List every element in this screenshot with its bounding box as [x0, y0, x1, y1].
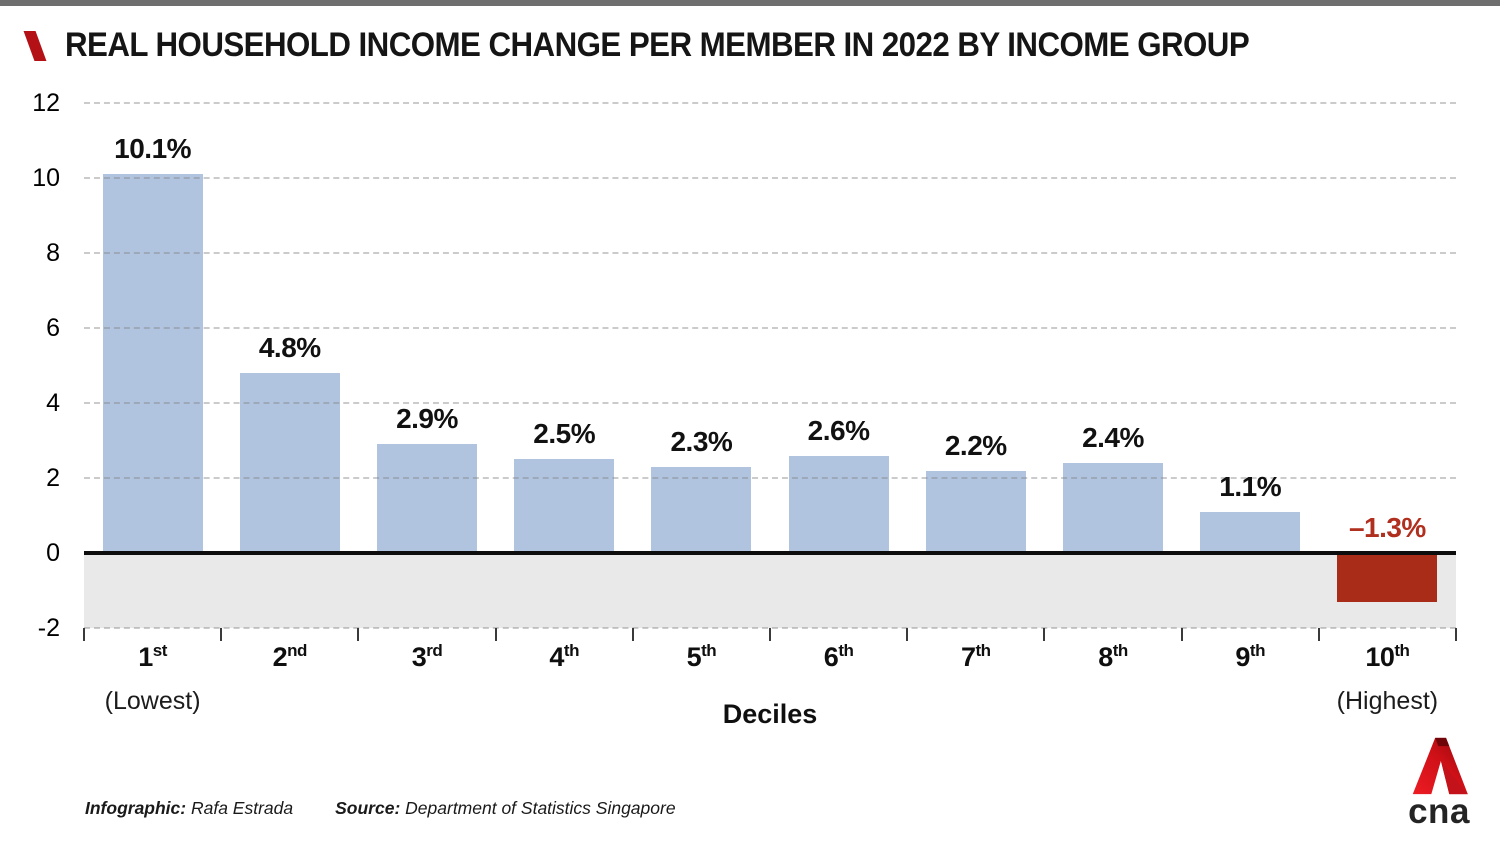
x-axis-tick — [1043, 628, 1046, 641]
credits-footer: Infographic: Rafa Estrada Source: Departm… — [85, 798, 676, 819]
source-credit-label: Source: — [335, 798, 401, 818]
infographic-credit: Infographic: Rafa Estrada — [85, 798, 293, 818]
x-axis-tick — [906, 628, 909, 641]
bar-value-label: 2.5% — [533, 418, 596, 450]
x-axis-tick — [769, 628, 771, 641]
bar-8th — [1063, 463, 1163, 553]
bar-value-label: 2.3% — [670, 425, 733, 457]
gridline-6 — [84, 327, 1456, 329]
x-axis-tick — [631, 628, 634, 641]
cna-logo-arrow-icon — [1412, 737, 1468, 795]
gridline-8 — [84, 252, 1456, 254]
x-category-label: 2nd — [272, 641, 308, 672]
cna-logo: cna — [1393, 735, 1485, 831]
negative-zone — [84, 553, 1456, 628]
x-category-label: 9th — [1235, 641, 1265, 672]
bar-value-label: 10.1% — [114, 133, 192, 165]
bar-value-label: 2.4% — [1082, 422, 1144, 453]
x-category-label: 4th — [549, 641, 579, 672]
bar-value-label: –1.3% — [1348, 512, 1426, 543]
zero-axis-line — [84, 551, 1456, 555]
x-axis-tick — [1317, 628, 1320, 641]
bar-3rd — [377, 444, 477, 553]
source-credit-value: Department of Statistics Singapore — [405, 798, 676, 818]
bar-1st — [102, 174, 203, 553]
gridline-4 — [84, 402, 1456, 404]
bar-value-label: 2.6% — [807, 414, 870, 446]
x-axis-title: Deciles — [722, 699, 818, 729]
x-category-label: 7th — [960, 641, 991, 672]
x-category-label: 5th — [686, 641, 717, 672]
y-tick-label: -2 — [37, 614, 60, 642]
x-category-label: 1st — [138, 641, 167, 672]
x-axis-tick — [1455, 628, 1457, 641]
bar-10th — [1337, 553, 1438, 602]
category-note-highest: (Highest) — [1336, 687, 1439, 715]
x-category-label: 10th — [1365, 641, 1410, 672]
gridline-10 — [84, 177, 1456, 179]
top-border-strip — [0, 0, 1500, 6]
chart-header: REAL HOUSEHOLD INCOME CHANGE PER MEMBER … — [23, 26, 1352, 65]
infographic-credit-value: Rafa Estrada — [190, 798, 294, 818]
infographic-credit-label: Infographic: — [85, 798, 187, 818]
y-tick-label: 4 — [46, 389, 60, 417]
x-axis-tick — [494, 628, 497, 641]
bar-value-label: 4.8% — [258, 332, 321, 363]
bar-6th — [788, 455, 889, 553]
gridline-2 — [84, 477, 1456, 479]
x-axis-tick — [220, 628, 223, 641]
x-axis-tick — [357, 628, 360, 641]
bar-value-label: 2.9% — [396, 403, 458, 435]
y-tick-label: 8 — [46, 239, 60, 267]
x-axis-tick — [1180, 628, 1183, 641]
x-category-label: 6th — [823, 641, 854, 672]
category-note-lowest: (Lowest) — [104, 687, 201, 715]
bar-7th — [925, 470, 1026, 553]
cna-logo-text: cna — [1408, 792, 1470, 831]
bar-5th — [651, 466, 752, 553]
gridline-12 — [84, 102, 1456, 104]
y-tick-label: 2 — [46, 464, 60, 492]
bar-9th — [1200, 511, 1301, 553]
chart-title: REAL HOUSEHOLD INCOME CHANGE PER MEMBER … — [65, 26, 1250, 64]
x-category-label: 3rd — [411, 641, 443, 672]
bar-value-label: 2.2% — [944, 429, 1007, 461]
y-tick-label: 10 — [32, 164, 60, 192]
y-tick-label: 0 — [46, 539, 60, 567]
y-tick-label: 12 — [32, 89, 60, 117]
x-category-label: 8th — [1098, 641, 1128, 672]
bar-4th — [514, 459, 615, 553]
y-tick-label: 6 — [46, 314, 60, 342]
source-credit: Source: Department of Statistics Singapo… — [335, 798, 675, 818]
bar-value-label: 1.1% — [1219, 470, 1282, 502]
x-axis-tick — [83, 628, 85, 641]
bar-2nd — [239, 373, 340, 553]
